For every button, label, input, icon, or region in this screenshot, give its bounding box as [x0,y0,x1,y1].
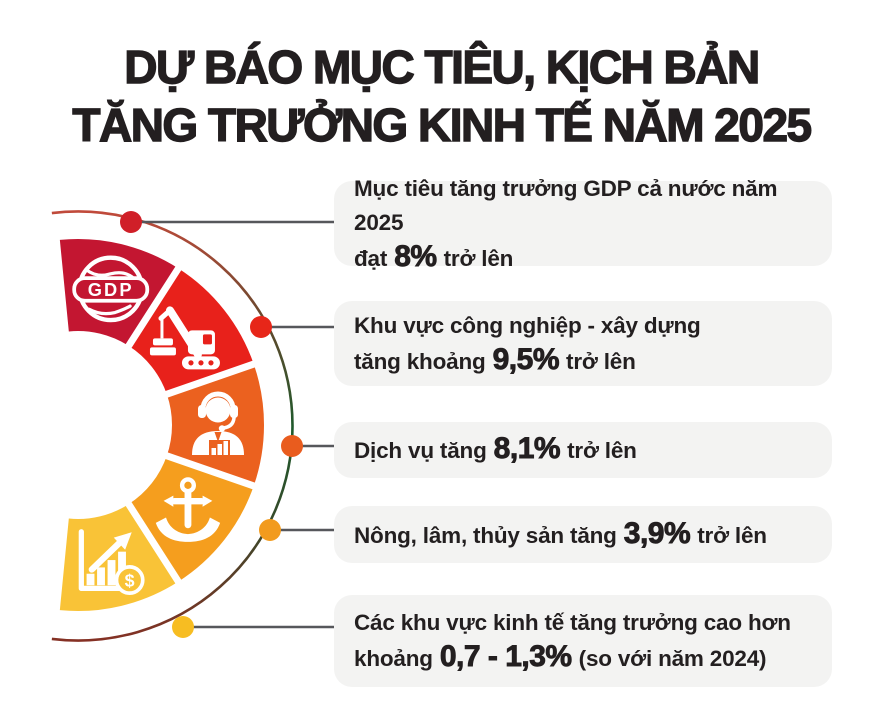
value-highlight: 8,1% [493,432,561,466]
callout-line2: tăng khoảng 9,5% trở lên [354,342,822,379]
callout-gdp-target: Mục tiêu tăng trưởng GDP cả nước năm 202… [334,176,832,273]
callout-dot [281,435,303,457]
callout-dot [172,616,194,638]
text-part: Dịch vụ tăng [354,438,493,463]
segment-divider [124,263,183,351]
donut-segment-call-center-agent [166,364,264,486]
connector-arc [51,210,294,642]
value-highlight: 8% [394,239,438,273]
page-title: DỰ BÁO MỤC TIÊU, KỊCH BẢN TĂNG TRƯỞNG KI… [0,38,883,154]
callout-line2: khoảng 0,7 - 1,3% (so với năm 2024) [354,640,822,676]
segment-divider [124,499,183,587]
value-highlight: 0,7 - 1,3% [439,640,572,674]
text-part: (so với năm 2024) [572,646,767,671]
callout-line2: Nông, lâm, thủy sản tăng 3,9% trở lên [354,516,822,553]
title-line2: TĂNG TRƯỞNG KINH TẾ NĂM 2025 [72,98,813,151]
text-part: trở lên [560,348,636,374]
title-line1: DỰ BÁO MỤC TIÊU, KỊCH BẢN [124,40,761,93]
callout-line1: Mục tiêu tăng trưởng GDP cả nước năm 202… [354,175,778,235]
callout-dot [250,316,272,338]
value-highlight: 3,9% [623,516,691,550]
callout-line1: Khu vực công nghiệp - xây dựng [354,312,701,338]
callout-industry-construction: Khu vực công nghiệp - xây dựng tăng khoả… [334,301,832,386]
value-highlight: 9,5% [492,342,560,376]
callout-dot [259,519,281,541]
callout-overall-growth: Các khu vực kinh tế tăng trưởng cao hơn … [334,595,832,687]
callout-services: Dịch vụ tăng 8,1% trở lên [334,422,832,478]
segment-divider [162,451,258,491]
text-part: đạt [354,245,394,271]
segment-divider [162,359,258,399]
text-part: trở lên [437,245,514,271]
text-part: Nông, lâm, thủy sản tăng [354,522,623,548]
text-part: khoảng [354,646,439,671]
callout-agriculture-forestry-fishery: Nông, lâm, thủy sản tăng 3,9% trở lên [334,506,832,563]
text-part: trở lên [561,438,637,463]
callout-line2: Dịch vụ tăng 8,1% trở lên [354,432,822,468]
text-part: tăng khoảng [354,348,492,374]
text-part: trở lên [691,522,767,548]
callout-dot [120,211,142,233]
callout-line1: Các khu vực kinh tế tăng trưởng cao hơn [354,610,791,635]
callout-line2: đạt 8% trở lên [354,239,822,276]
